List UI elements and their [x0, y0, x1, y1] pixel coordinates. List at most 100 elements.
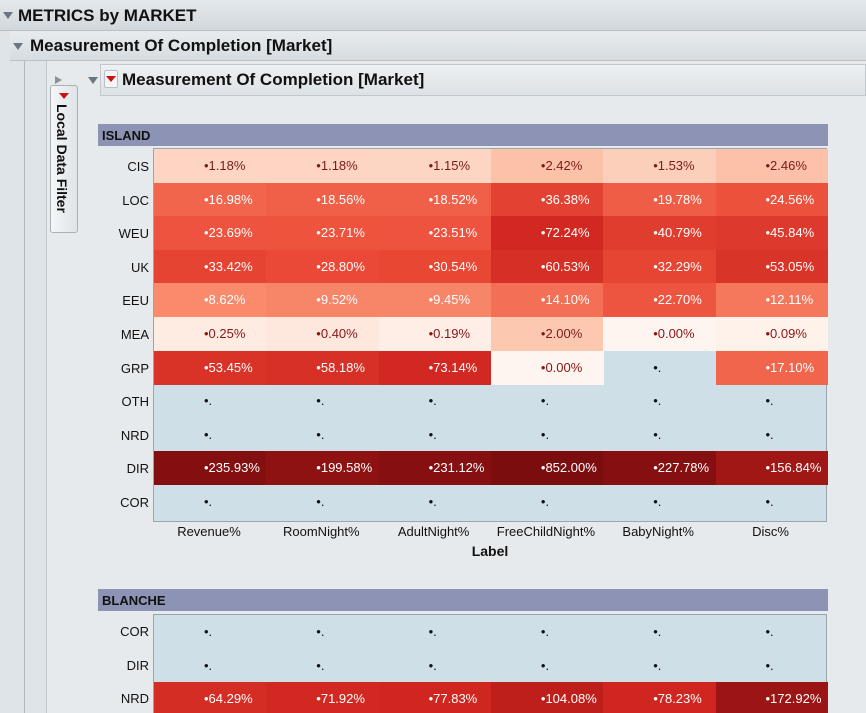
heatmap-cell[interactable]: •18.52% — [378, 182, 492, 217]
heatmap-cell[interactable]: •. — [603, 649, 716, 683]
heatmap-cell[interactable]: •9.45% — [378, 283, 492, 318]
heatmap-cell[interactable]: •28.80% — [266, 249, 380, 284]
heatmap-cell[interactable]: •227.78% — [603, 451, 716, 486]
heatmap-cell[interactable]: •. — [603, 384, 716, 418]
heatmap-cell[interactable]: •23.51% — [378, 216, 492, 251]
row-label: NRD — [120, 691, 149, 707]
heatmap-cell[interactable]: •2.42% — [490, 149, 604, 184]
heatmap-cell[interactable]: •18.56% — [266, 182, 380, 217]
heatmap-cell[interactable]: •23.71% — [266, 216, 380, 251]
heatmap-cell[interactable]: •71.92% — [266, 682, 380, 713]
cell-value: •. — [653, 393, 662, 409]
outline-header-metrics[interactable]: METRICS by MARKET — [0, 0, 866, 31]
heatmap-cell[interactable]: •1.53% — [603, 149, 716, 184]
heatmap-cell[interactable]: •2.46% — [715, 149, 829, 184]
heatmap-cell[interactable]: •. — [154, 485, 267, 519]
heatmap-cell[interactable]: •78.23% — [603, 682, 716, 713]
heatmap-cell[interactable]: •72.24% — [490, 216, 604, 251]
heatmap-cell[interactable]: •9.52% — [266, 283, 380, 318]
disclosure-icon[interactable] — [13, 43, 23, 50]
heatmap-cell[interactable]: •. — [379, 485, 492, 519]
heatmap-cell[interactable]: •. — [603, 418, 716, 452]
heatmap-cell[interactable]: •. — [154, 649, 267, 683]
heatmap-cell[interactable]: •. — [491, 649, 604, 683]
heatmap-cell[interactable]: •. — [716, 485, 829, 519]
heatmap-cell[interactable]: •. — [491, 384, 604, 418]
heatmap-cell[interactable]: •53.45% — [154, 350, 267, 385]
heatmap-cell[interactable]: •36.38% — [490, 182, 604, 217]
heatmap-cell[interactable]: •19.78% — [603, 182, 716, 217]
cell-value: •. — [765, 624, 774, 639]
heatmap-cell[interactable]: •. — [379, 418, 492, 452]
heatmap-cell[interactable]: •. — [266, 649, 379, 683]
disclosure-icon[interactable] — [88, 77, 98, 84]
outline-header-measurement[interactable]: Measurement Of Completion [Market] — [10, 31, 866, 61]
heatmap-cell[interactable]: •. — [154, 418, 267, 452]
heatmap-cell[interactable]: •32.29% — [603, 249, 716, 284]
heatmap-cell[interactable]: •852.00% — [490, 451, 604, 486]
heatmap-cell[interactable]: •22.70% — [603, 283, 716, 318]
heatmap-cell[interactable]: •. — [379, 649, 492, 683]
heatmap-cell[interactable]: •1.18% — [154, 149, 267, 184]
heatmap-cell[interactable]: •53.05% — [715, 249, 829, 284]
local-data-filter-tab[interactable]: Local Data Filter — [50, 85, 78, 233]
heatmap-cell[interactable]: •. — [266, 485, 379, 519]
heatmap-cell[interactable]: •0.00% — [603, 317, 716, 352]
heatmap-cell[interactable]: •24.56% — [715, 182, 829, 217]
heatmap-cell[interactable]: •58.18% — [266, 350, 380, 385]
heatmap-cell[interactable]: •12.11% — [715, 283, 829, 318]
heatmap-cell[interactable]: •. — [154, 384, 267, 418]
heatmap-cell[interactable]: •17.10% — [715, 350, 829, 385]
heatmap-cell[interactable]: •. — [716, 649, 829, 683]
heatmap-cell[interactable]: •16.98% — [154, 182, 267, 217]
red-triangle-menu[interactable] — [104, 70, 118, 88]
heatmap-cell[interactable]: •235.93% — [154, 451, 267, 486]
heatmap-cell[interactable]: •77.83% — [378, 682, 492, 713]
heatmap-cell[interactable]: •. — [491, 485, 604, 519]
heatmap-cell[interactable]: •104.08% — [490, 682, 604, 713]
cell-value: •0.00% — [653, 326, 695, 341]
inner-outline-header[interactable] — [100, 64, 866, 96]
heatmap-cell[interactable]: •. — [154, 615, 267, 649]
heatmap-cell[interactable]: •. — [716, 418, 829, 452]
heatmap-cell[interactable]: •. — [603, 351, 716, 385]
heatmap-cell[interactable]: •33.42% — [154, 249, 267, 284]
red-menu-icon[interactable] — [106, 76, 116, 82]
red-menu-icon[interactable] — [59, 93, 69, 99]
heatmap-cell[interactable]: •199.58% — [266, 451, 380, 486]
heatmap-cell[interactable]: •. — [491, 418, 604, 452]
heatmap-cell[interactable]: •0.25% — [154, 317, 267, 352]
heatmap-cell[interactable]: •. — [266, 615, 379, 649]
heatmap-cell[interactable]: •. — [379, 615, 492, 649]
heatmap-cell[interactable]: •. — [603, 615, 716, 649]
heatmap-cell[interactable]: •. — [603, 485, 716, 519]
heatmap-cell[interactable]: •1.15% — [378, 149, 492, 184]
heatmap-cell[interactable]: •. — [716, 615, 829, 649]
heatmap-cell[interactable]: •. — [266, 418, 379, 452]
disclosure-icon[interactable] — [3, 12, 13, 19]
heatmap-cell[interactable]: •0.19% — [378, 317, 492, 352]
heatmap-cell[interactable]: •2.00% — [490, 317, 604, 352]
heatmap-cell[interactable]: •14.10% — [490, 283, 604, 318]
heatmap-cell[interactable]: •. — [716, 384, 829, 418]
heatmap-cell[interactable]: •73.14% — [378, 350, 492, 385]
heatmap-cell[interactable]: •64.29% — [154, 682, 267, 713]
heatmap-cell[interactable]: •231.12% — [378, 451, 492, 486]
heatmap-cell[interactable]: •30.54% — [378, 249, 492, 284]
heatmap-cell[interactable]: •1.18% — [266, 149, 380, 184]
heatmap-cell[interactable]: •. — [379, 384, 492, 418]
heatmap-cell[interactable]: •156.84% — [715, 451, 829, 486]
heatmap-cell[interactable]: •45.84% — [715, 216, 829, 251]
heatmap-cell[interactable]: •0.40% — [266, 317, 380, 352]
heatmap-cell[interactable]: •40.79% — [603, 216, 716, 251]
cell-value: •32.29% — [653, 258, 702, 274]
heatmap-cell[interactable]: •0.00% — [490, 350, 604, 385]
heatmap-cell[interactable]: •172.92% — [715, 682, 829, 713]
heatmap-cell[interactable]: •. — [266, 384, 379, 418]
collapse-filter-icon[interactable] — [55, 76, 62, 84]
heatmap-cell[interactable]: •23.69% — [154, 216, 267, 251]
heatmap-cell[interactable]: •. — [491, 615, 604, 649]
heatmap-cell[interactable]: •8.62% — [154, 283, 267, 318]
heatmap-cell[interactable]: •60.53% — [490, 249, 604, 284]
heatmap-cell[interactable]: •0.09% — [715, 317, 829, 352]
